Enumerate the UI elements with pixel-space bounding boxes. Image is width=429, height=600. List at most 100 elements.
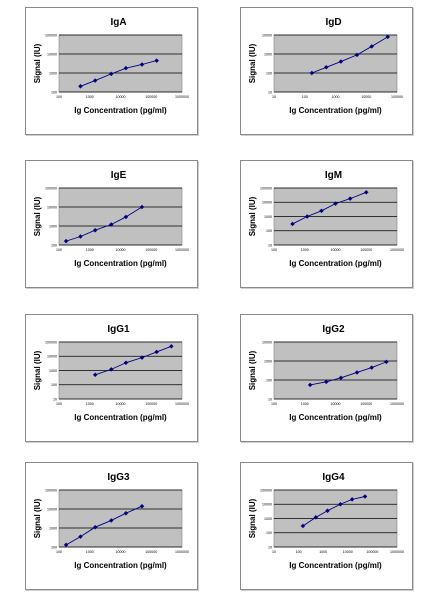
- data-point: [63, 238, 69, 244]
- x-tick-label: 100: [56, 248, 62, 252]
- x-tick-label: 100: [296, 550, 302, 554]
- y-tick-label: 10000: [262, 503, 272, 507]
- data-point: [108, 71, 114, 77]
- data-point: [154, 58, 159, 63]
- x-tick-label: 1000: [332, 95, 340, 99]
- data-point: [309, 70, 315, 76]
- x-tick-label: 1000: [86, 402, 94, 406]
- y-tick-label: 100: [51, 545, 57, 549]
- chart-title: IgE: [111, 170, 127, 181]
- chart-svg: IgG3 100 1000 10000 100000 100 1000 10000 100000…: [33, 472, 189, 570]
- x-tick-label: 10000: [331, 248, 341, 252]
- x-tick-label: 1000: [301, 402, 309, 406]
- y-axis-label: Signal (IU): [248, 350, 257, 390]
- y-tick-label: 10000: [47, 507, 57, 511]
- data-point: [325, 508, 330, 514]
- y-tick-label: 10: [53, 397, 57, 401]
- chart-igg4: IgG4 10 100 1000 10000 100000 10 100 1000 10000 10…: [240, 462, 413, 590]
- data-point: [313, 515, 319, 520]
- x-tick-label: 1000: [86, 95, 94, 99]
- y-tick-label: 10: [268, 397, 272, 401]
- x-axis-label: Ig Concentration (pg/ml): [289, 106, 382, 115]
- data-point: [307, 382, 313, 388]
- data-point: [338, 501, 343, 507]
- data-point: [362, 494, 368, 499]
- y-tick-label: 100: [266, 229, 272, 233]
- y-tick-label: 1000: [49, 369, 57, 373]
- data-point: [384, 359, 389, 365]
- y-tick-label: 100000: [45, 488, 57, 492]
- x-tick-label: 1000: [86, 248, 94, 252]
- x-tick-label: 1000: [301, 248, 309, 252]
- data-point: [347, 196, 353, 201]
- data-point: [63, 542, 69, 548]
- x-tick-label: 1000000: [175, 95, 189, 99]
- series-line: [95, 345, 172, 376]
- y-tick-label: 10000: [47, 355, 57, 359]
- data-point: [139, 355, 145, 360]
- y-tick-label: 100000: [260, 186, 272, 190]
- data-point: [333, 201, 338, 206]
- y-tick-label: 10000: [262, 201, 272, 205]
- y-tick-label: 10000: [262, 33, 272, 37]
- y-axis-label: Signal (IU): [248, 498, 257, 538]
- chart-ige: IgE 100 1000 10000 100000 100 1000 10000 100000 1…: [25, 160, 198, 288]
- plot-area: [58, 34, 183, 93]
- data-point: [338, 59, 344, 64]
- x-axis-label: Ig Concentration (pg/ml): [74, 561, 167, 570]
- x-tick-label: 100000: [360, 402, 372, 406]
- x-tick-label: 100: [302, 95, 308, 99]
- data-point: [369, 44, 374, 49]
- data-point: [300, 523, 306, 529]
- chart-igg1: IgG1 10 100 1000 10000 100000 100 1000 10000 1000…: [25, 314, 198, 442]
- series-line: [302, 496, 366, 527]
- data-point: [92, 78, 98, 83]
- data-point: [354, 370, 360, 375]
- chart-title: IgG2: [322, 324, 345, 335]
- y-tick-label: 100000: [45, 186, 57, 190]
- x-tick-label: 100000: [366, 550, 378, 554]
- data-point: [92, 372, 98, 378]
- y-axis-label: Signal (IU): [33, 43, 42, 83]
- y-tick-label: 100: [266, 71, 272, 75]
- x-tick-label: 100000: [145, 248, 157, 252]
- y-tick-label: 10: [268, 545, 272, 549]
- chart-svg: IgD 10 100 1000 10000 10 100 1000 10000 100000 Ig …: [248, 17, 403, 115]
- y-axis-label: Signal (IU): [248, 196, 257, 236]
- x-axis-label: Ig Concentration (pg/ml): [74, 413, 167, 422]
- x-tick-label: 10000: [116, 550, 126, 554]
- data-point: [108, 222, 114, 227]
- y-axis-label: Signal (IU): [33, 350, 42, 390]
- plot-area: [58, 187, 183, 246]
- x-tick-label: 10000: [331, 402, 341, 406]
- y-tick-label: 100000: [45, 33, 57, 37]
- x-axis-label: Ig Concentration (pg/ml): [74, 259, 167, 268]
- chart-title: IgD: [325, 17, 341, 28]
- y-tick-label: 1000: [49, 526, 57, 530]
- data-point: [78, 234, 83, 239]
- data-point: [385, 34, 391, 40]
- data-point: [123, 65, 129, 71]
- y-tick-label: 100: [51, 243, 57, 247]
- x-tick-label: 10: [272, 95, 276, 99]
- data-point: [290, 221, 295, 227]
- y-tick-label: 10000: [47, 205, 57, 209]
- x-tick-label: 1000000: [175, 402, 189, 406]
- x-tick-label: 100000: [391, 95, 403, 99]
- x-tick-label: 100: [271, 402, 277, 406]
- series-line: [80, 60, 157, 87]
- data-point: [304, 214, 310, 219]
- x-axis-label: Ig Concentration (pg/ml): [74, 106, 167, 115]
- data-point: [108, 367, 114, 372]
- x-tick-label: 100: [56, 550, 62, 554]
- x-tick-label: 100: [56, 95, 62, 99]
- chart-igg2: IgG2 10 100 1000 10000 100 1000 10000 100000 1000…: [240, 314, 413, 442]
- chart-title: IgG3: [107, 472, 130, 483]
- data-point: [78, 534, 83, 539]
- y-tick-label: 100000: [45, 340, 57, 344]
- y-axis-label: Signal (IU): [33, 196, 42, 236]
- y-tick-label: 100: [266, 378, 272, 382]
